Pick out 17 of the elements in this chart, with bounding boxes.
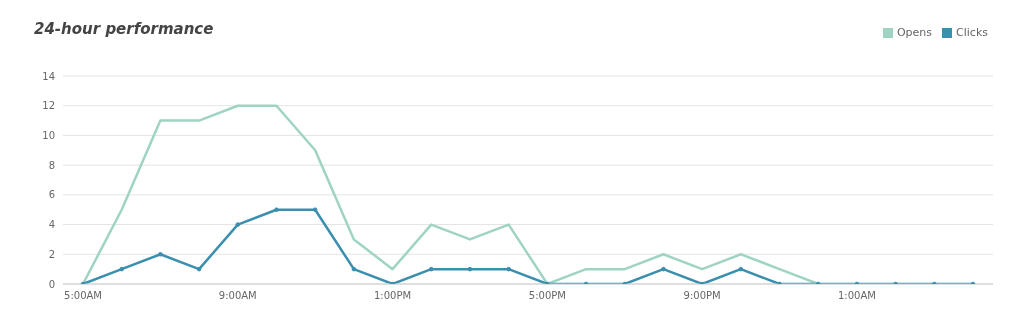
legend-label: Clicks — [956, 26, 988, 39]
y-tick-label: 4 — [48, 219, 55, 231]
y-tick-label: 12 — [42, 100, 55, 112]
x-tick-label: 9:00PM — [683, 290, 721, 302]
y-tick-label: 8 — [48, 159, 55, 171]
x-tick-label: 9:00AM — [218, 290, 257, 302]
y-tick-label: 6 — [48, 189, 55, 201]
x-tick-label: 1:00AM — [837, 290, 876, 302]
y-tick-label: 14 — [42, 70, 55, 82]
chart-title: 24-hour performance — [34, 20, 214, 38]
x-tick-label: 5:00AM — [64, 290, 102, 302]
x-tick-label: 5:00PM — [528, 290, 566, 302]
y-tick-label: 2 — [48, 248, 55, 260]
x-tick-label: 1:00PM — [374, 290, 412, 302]
y-tick-label: 0 — [48, 278, 55, 290]
y-tick-label: 10 — [42, 129, 55, 141]
legend-label: Opens — [896, 26, 933, 39]
